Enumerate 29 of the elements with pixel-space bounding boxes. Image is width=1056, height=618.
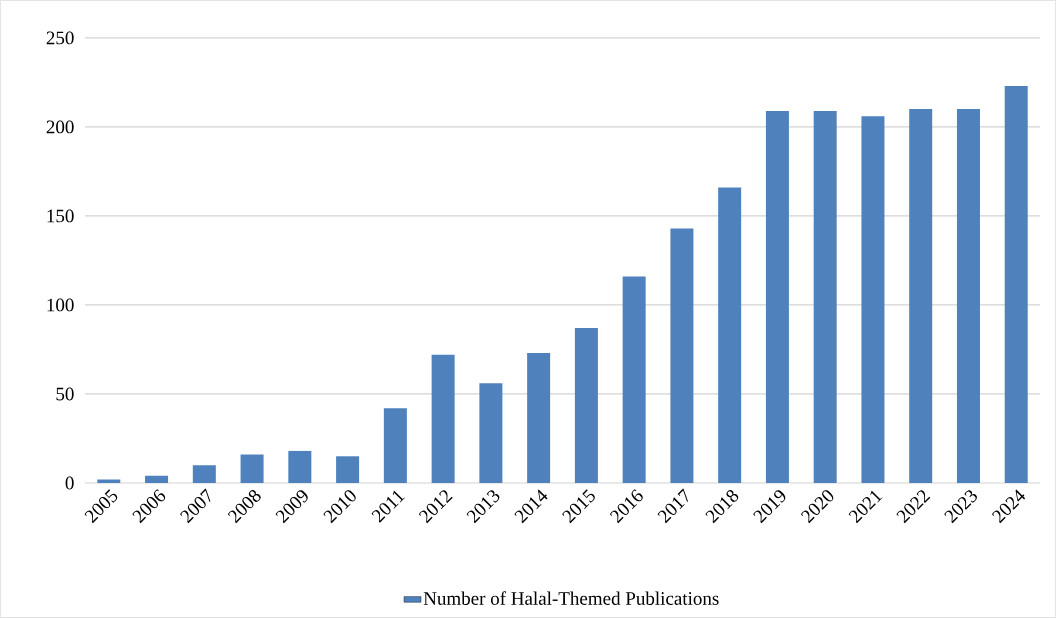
y-tick-label: 150 — [47, 209, 74, 223]
bar — [527, 353, 551, 484]
bar — [622, 276, 646, 484]
bar — [861, 116, 885, 484]
y-tick-label: 0 — [65, 476, 74, 490]
bar — [813, 110, 837, 484]
bar — [479, 383, 503, 484]
bar — [240, 454, 264, 484]
bar — [956, 109, 980, 484]
bar — [288, 450, 312, 484]
bar — [765, 110, 789, 484]
bar — [670, 228, 694, 484]
y-tick-label: 50 — [56, 387, 74, 401]
y-tick-label: 250 — [46, 31, 74, 45]
bar — [718, 187, 742, 484]
bar — [909, 109, 933, 484]
x-tick-label: 2021 — [848, 490, 883, 524]
y-tick-label: 200 — [46, 120, 74, 134]
bar — [383, 408, 407, 484]
bar — [431, 354, 455, 484]
x-tick-label: 2011 — [371, 490, 405, 523]
bar — [1004, 86, 1028, 484]
bar — [145, 475, 169, 484]
y-tick-label: 100 — [47, 298, 74, 312]
bar — [574, 328, 598, 484]
bar — [336, 456, 360, 484]
bar — [97, 479, 121, 484]
bar — [192, 465, 216, 484]
legend-label: Number of Halal-Themed Publications — [423, 591, 719, 605]
